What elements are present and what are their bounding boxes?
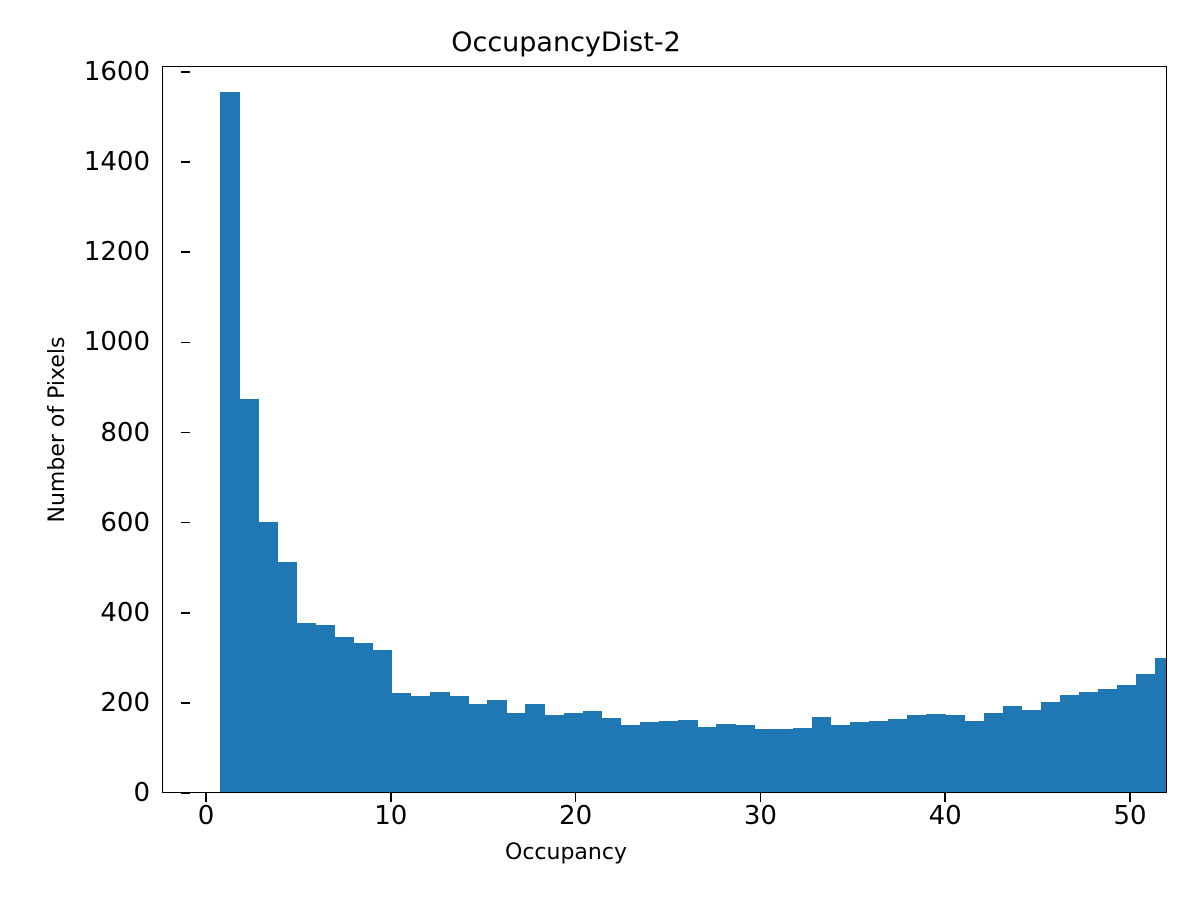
histogram-bar [334,637,355,792]
histogram-bar [907,714,927,792]
histogram-bar [410,695,431,792]
y-axis-tick-mark [181,521,190,524]
y-axis-tick-mark [181,161,190,163]
histogram-bar [639,722,660,792]
histogram-bar [620,725,641,792]
chart-title: OccupancyDist-2 [451,27,681,58]
x-axis-tick-mark [944,793,946,802]
histogram-bar [716,724,736,792]
histogram-bar [296,623,316,792]
y-axis-tick-mark [181,71,190,73]
y-axis-label: Number of Pixels [45,336,70,523]
y-axis-tick-label: 1400 [83,147,150,178]
histogram-bar [1002,706,1023,792]
x-axis-tick-mark [574,793,577,802]
histogram-bar [983,713,1004,792]
x-axis-tick-mark [759,793,762,802]
histogram-bar [1155,658,1166,792]
histogram-bar [888,718,908,792]
x-axis-tick-label: 50 [1113,801,1147,831]
histogram-bar [678,720,698,792]
x-axis-label: Occupancy [505,840,627,865]
histogram-bar [964,720,985,792]
x-axis-tick-mark [390,793,392,802]
histogram-bar [1136,673,1156,792]
y-axis-tick-label: 200 [100,687,150,718]
histogram-bar [1098,689,1118,792]
histogram-bar [754,728,775,792]
histogram-bar [429,692,450,792]
x-axis-tick-mark [1129,793,1131,802]
histogram-bar [487,699,507,792]
histogram-bar [449,696,469,792]
histogram-bar [659,721,679,792]
histogram-bar [468,703,488,792]
x-axis-tick-label: 0 [197,801,215,831]
histogram-bar [353,643,374,792]
histogram-bar [525,703,546,792]
histogram-bar [735,725,756,792]
histogram-bar [1078,691,1099,792]
y-axis-tick-mark [181,431,190,434]
histogram-bar [582,710,603,792]
x-axis-tick-label: 30 [743,801,777,831]
histogram-bar [219,92,240,792]
histogram-bar [849,722,870,792]
histogram-bar [945,715,966,792]
histogram-bar [697,727,717,792]
y-axis-tick-label: 800 [100,417,150,448]
histogram-bar [372,649,393,792]
histogram-bar [1117,684,1137,792]
plot-area [162,66,1167,793]
y-axis-tick-label: 1600 [83,57,150,87]
x-axis-tick-mark [205,793,207,802]
histogram-bar [601,717,622,792]
histogram-bar [773,728,794,792]
y-axis-tick-mark [181,792,190,794]
y-axis-tick-label: 400 [100,597,150,628]
y-axis-tick-label: 1000 [83,327,150,358]
histogram-bar [1040,701,1061,792]
histogram-bar [239,398,259,792]
histogram-bar [506,713,526,792]
y-axis-tick-mark [181,341,190,344]
y-axis-tick-label: 1200 [83,237,150,268]
histogram-bar [1021,710,1042,792]
histogram-bar [563,713,584,792]
x-axis-tick-label: 40 [928,801,962,831]
histogram-bar [315,624,336,792]
histogram-bar [830,725,851,792]
x-axis-tick-label: 20 [559,801,593,831]
y-axis-tick-label: 0 [133,778,150,808]
x-axis-tick-label: 10 [374,801,408,831]
y-axis-tick-labels: 0 200 400 600 800 1000 1200 1400 1600 [28,0,190,900]
y-axis-tick-mark [181,702,190,704]
histogram-bar [258,522,278,792]
histogram-bar [868,720,889,792]
histogram-bar [544,714,565,792]
histogram-bar [277,562,297,792]
y-axis-tick-mark [181,611,190,614]
histogram-bar [391,693,412,792]
histogram-bar [926,713,946,792]
histogram-bar [792,728,813,792]
histogram-bar [1059,695,1080,792]
y-axis-tick-label: 600 [100,507,150,538]
y-axis-tick-mark [181,251,190,254]
histogram-bar [811,716,832,792]
